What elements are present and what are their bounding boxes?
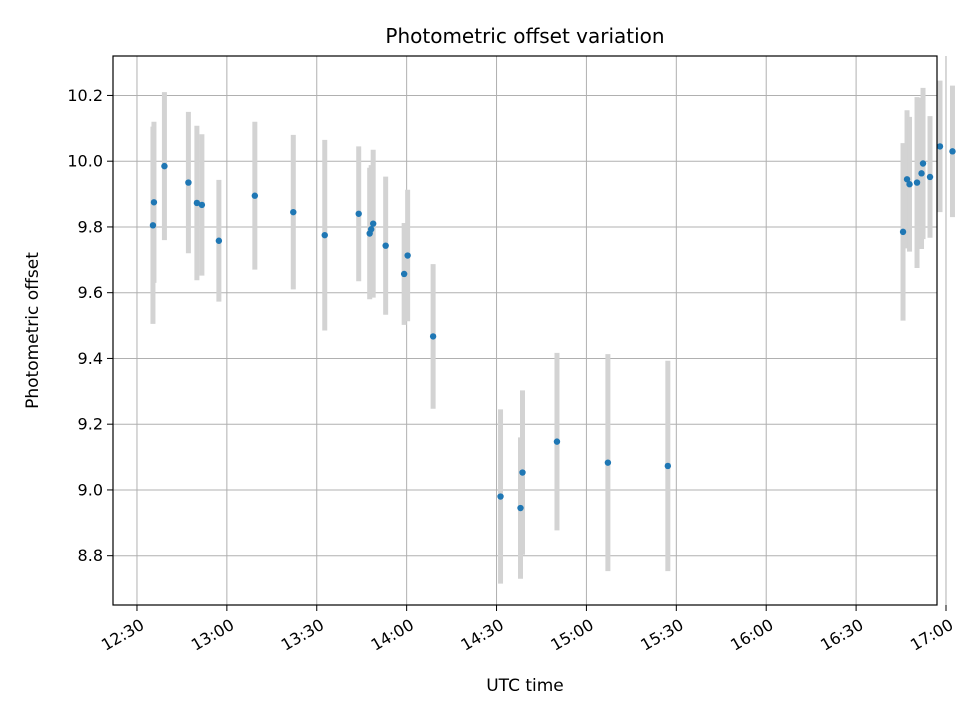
y-tick-label: 9.4 <box>78 349 103 368</box>
data-point <box>903 176 911 183</box>
data-point <box>949 148 956 155</box>
x-tick-label: 16:30 <box>817 615 866 655</box>
data-point <box>193 199 201 207</box>
data-point <box>936 143 944 150</box>
data-point <box>429 333 437 340</box>
y-axis-ticks: 8.8 9.0 9.2 9.4 9.6 9.8 10.0 10.2 <box>67 86 113 565</box>
x-tick-label: 13:30 <box>278 615 327 655</box>
data-point <box>918 170 925 177</box>
x-tick-label: 15:00 <box>547 615 596 655</box>
data-point <box>198 201 206 209</box>
grid <box>113 56 947 605</box>
plot-frame <box>112 55 938 606</box>
y-tick-label: 9.0 <box>78 480 103 499</box>
data-point <box>185 179 192 186</box>
data-point <box>913 179 921 186</box>
data-point <box>321 231 328 239</box>
y-axis-label: Photometric offset <box>23 252 43 409</box>
x-tick-label: 17:00 <box>907 615 956 655</box>
data-points <box>149 143 956 512</box>
data-point <box>369 220 377 227</box>
data-point <box>215 237 223 244</box>
data-point <box>553 438 561 445</box>
data-point <box>497 493 504 500</box>
x-tick-label: 16:00 <box>727 615 776 655</box>
data-point <box>382 242 389 249</box>
data-point <box>604 459 612 466</box>
data-point <box>919 160 927 167</box>
y-tick-label: 10.0 <box>67 152 103 171</box>
data-point <box>149 222 157 229</box>
data-point <box>367 226 375 233</box>
y-tick-label: 9.6 <box>78 283 103 302</box>
data-point <box>906 181 913 188</box>
x-tick-label: 13:00 <box>188 615 237 655</box>
x-tick-label: 15:30 <box>637 615 686 655</box>
x-tick-label: 12:30 <box>98 615 147 655</box>
data-point <box>664 462 672 470</box>
x-axis-ticks: 12:30 13:00 13:30 14:00 14:30 15:00 15:30 16:00… <box>98 605 956 655</box>
x-axis-label: UTC time <box>486 676 564 696</box>
chart-title: Photometric offset variation <box>385 24 664 48</box>
data-point <box>404 252 411 259</box>
x-tick-label: 14:00 <box>368 615 417 655</box>
data-point <box>899 228 907 236</box>
data-point <box>161 162 168 170</box>
data-point <box>400 270 408 278</box>
y-tick-label: 8.8 <box>78 546 103 565</box>
data-point <box>519 469 526 476</box>
y-tick-label: 9.2 <box>78 415 103 434</box>
y-tick-label: 10.2 <box>67 86 103 105</box>
data-point <box>926 173 934 181</box>
data-point <box>355 210 362 217</box>
data-point <box>517 504 524 512</box>
data-point <box>251 192 259 199</box>
y-tick-label: 9.8 <box>78 217 103 236</box>
data-point <box>290 208 297 216</box>
data-point <box>150 199 158 206</box>
x-tick-label: 14:30 <box>458 615 507 655</box>
